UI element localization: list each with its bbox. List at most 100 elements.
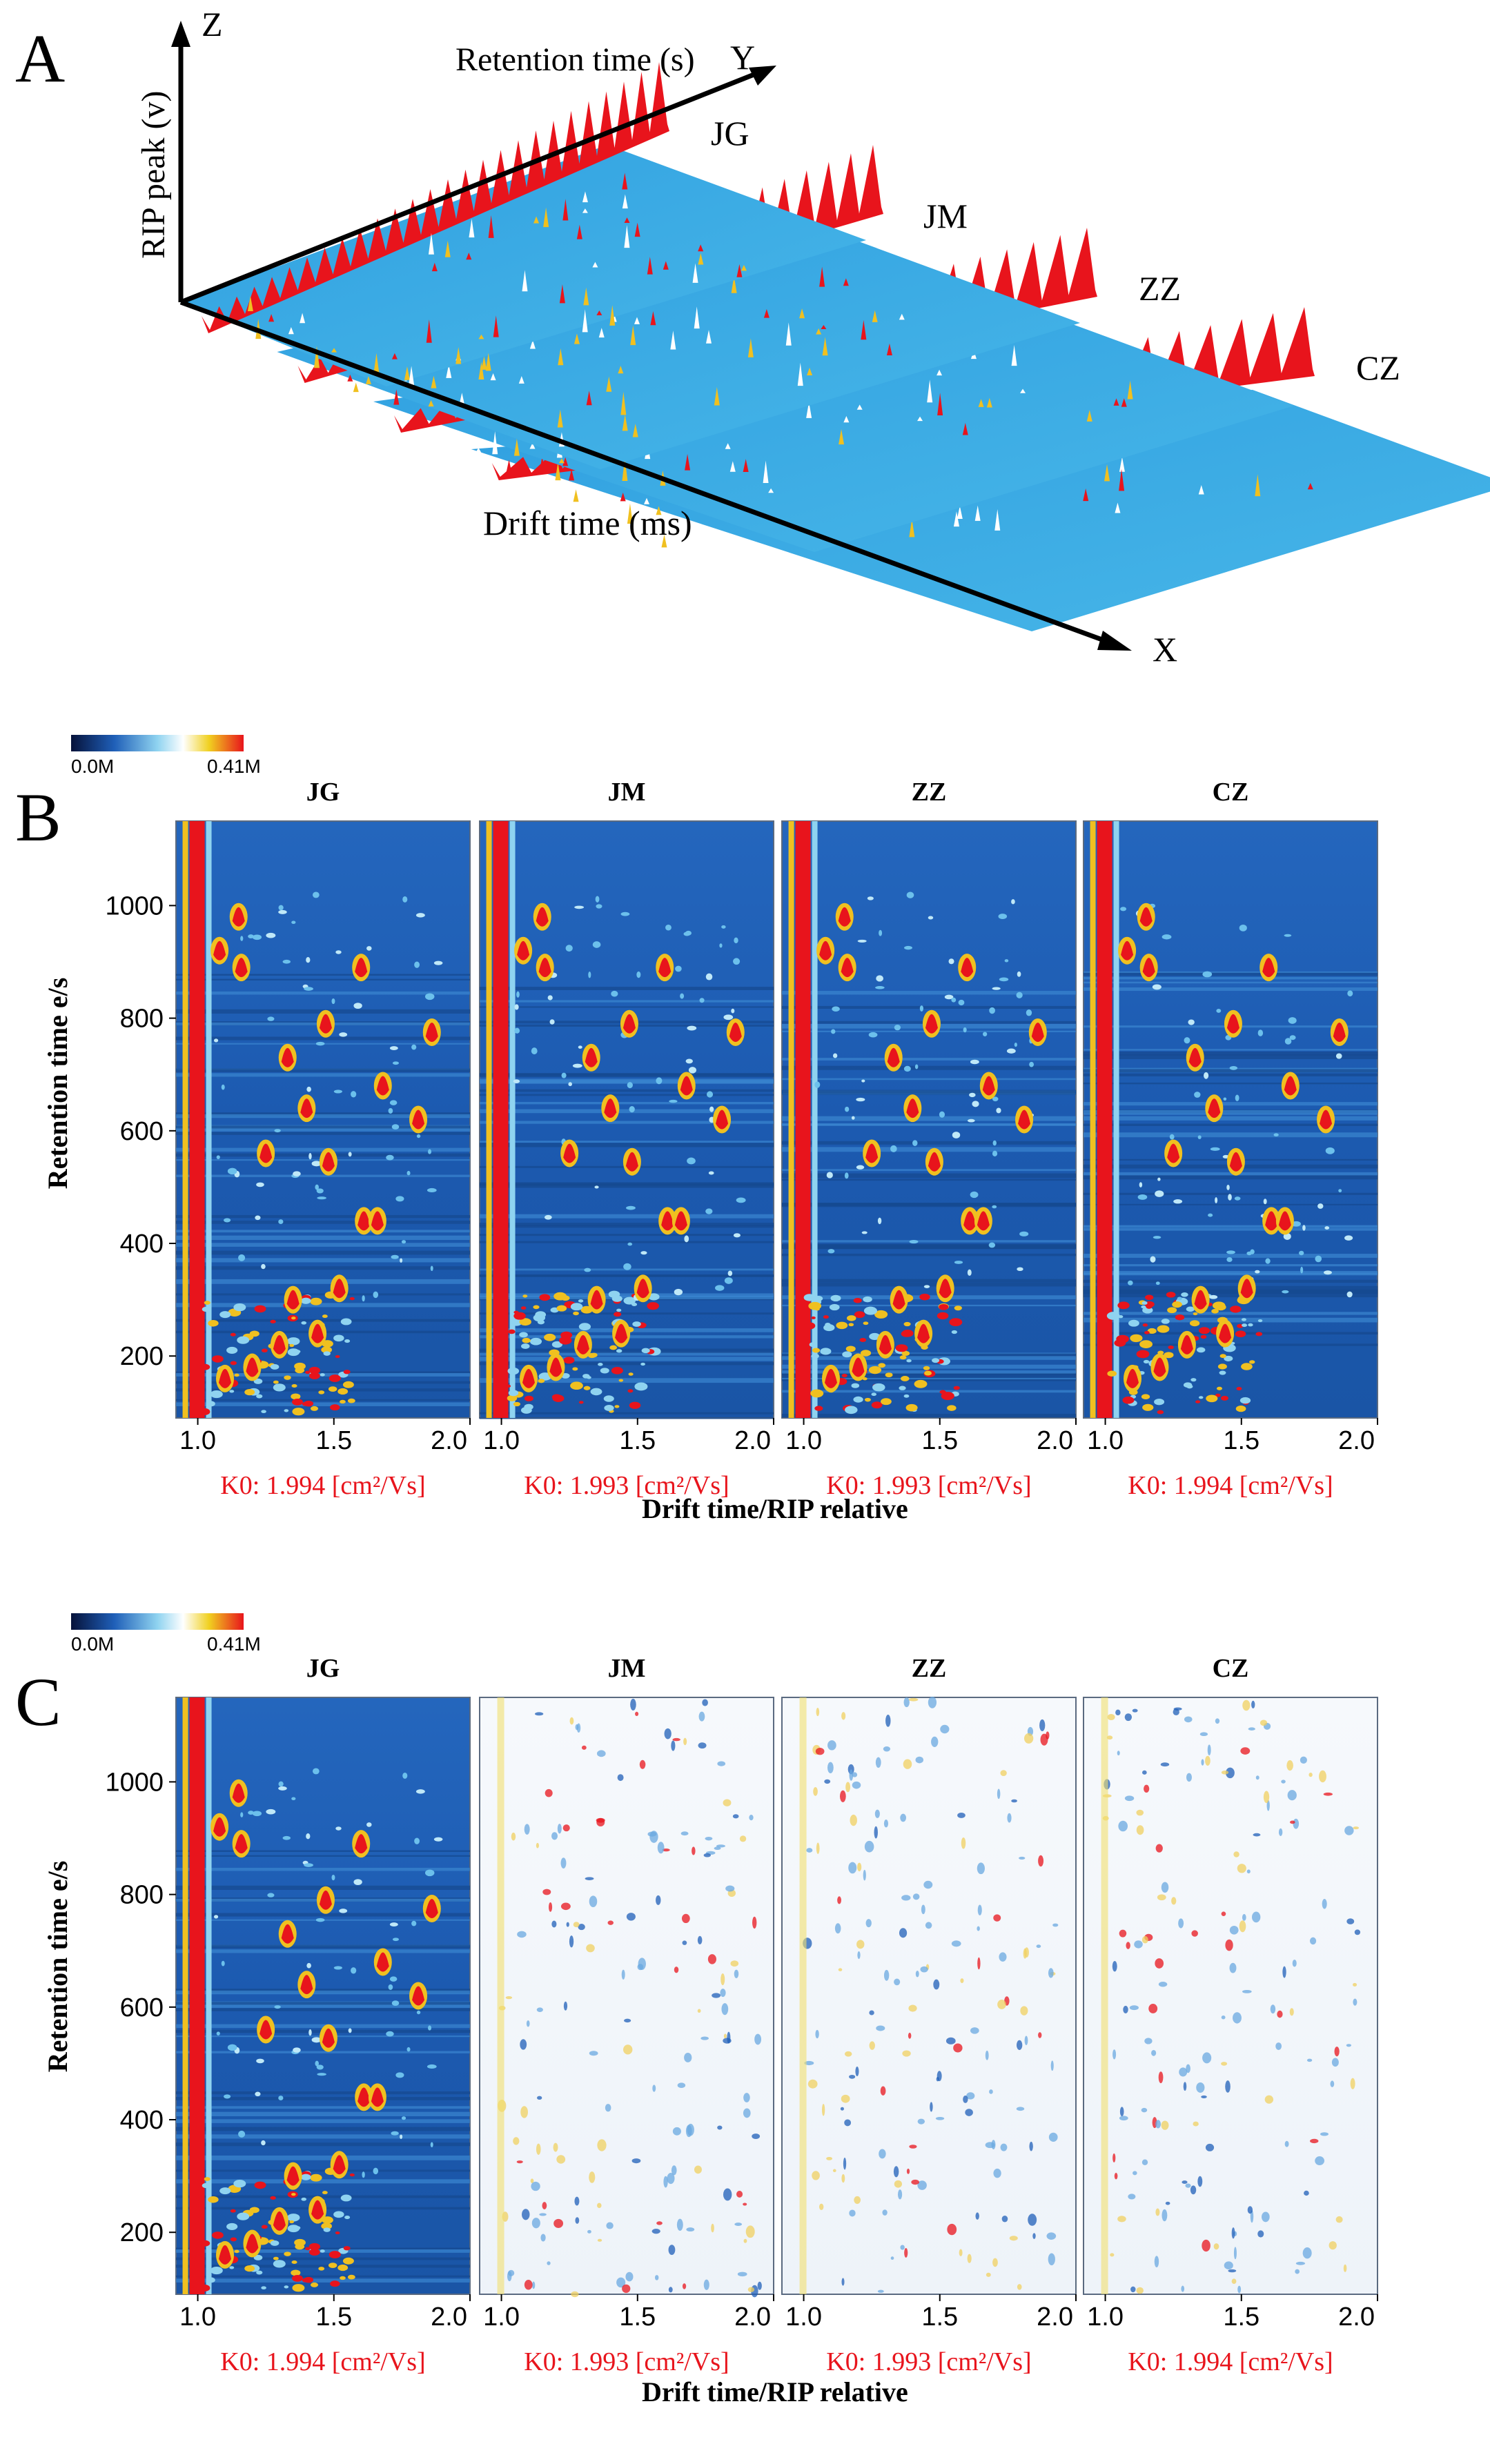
background-band: [782, 1179, 1076, 1181]
signal-spot: [278, 1786, 287, 1791]
signal-spot: [1239, 1397, 1251, 1404]
difference-spot: [630, 1698, 636, 1711]
background-band: [782, 1203, 1076, 1206]
background-band: [176, 974, 470, 976]
background-band: [782, 1413, 1076, 1418]
difference-spot: [893, 2166, 899, 2178]
signal-spot: [721, 925, 726, 929]
signal-spot: [293, 2047, 301, 2053]
colorbar-c: 0.0M 0.41M: [71, 1613, 261, 1655]
volatile-peak: [743, 459, 749, 473]
peak-marker: [273, 2211, 286, 2231]
signal-spot: [1291, 1221, 1302, 1227]
peak-marker: [259, 1143, 273, 1163]
signal-spot: [287, 2214, 300, 2222]
y-tick-label: 1000: [105, 891, 164, 920]
difference-spot: [933, 1979, 940, 1990]
difference-spot: [1215, 1718, 1220, 1724]
signal-spot: [1186, 1384, 1193, 1389]
difference-spot: [894, 1978, 901, 1986]
signal-spot: [603, 1395, 614, 1402]
signal-spot: [289, 2220, 295, 2224]
difference-spot: [697, 1935, 703, 1944]
difference-spot: [551, 1920, 557, 1928]
signal-spot: [731, 1008, 735, 1014]
background-band: [176, 2278, 470, 2283]
difference-spot: [547, 2261, 551, 2265]
difference-spot: [531, 2218, 540, 2229]
difference-spot: [520, 2106, 528, 2118]
difference-spot: [668, 2287, 673, 2293]
y-tick-label: 200: [120, 2218, 164, 2247]
signal-spot: [337, 2264, 349, 2271]
signal-spot: [1172, 1301, 1182, 1308]
signal-spot: [312, 891, 320, 898]
signal-spot: [928, 916, 934, 920]
signal-spot: [282, 959, 291, 964]
signal-spot: [291, 920, 296, 925]
signal-spot: [970, 1191, 979, 1199]
background-band: [1084, 1289, 1378, 1294]
panel-a-label: A: [15, 20, 65, 97]
volatile-peak: [1119, 457, 1125, 472]
difference-spot: [626, 1913, 636, 1921]
y-tick-label: 800: [120, 1005, 164, 1034]
volatile-peak: [391, 353, 398, 359]
difference-spot: [1247, 2206, 1253, 2214]
peak-marker: [1219, 1323, 1232, 1343]
difference-spot: [585, 1877, 594, 1880]
difference-spot: [1354, 1929, 1361, 1935]
difference-spot: [1289, 1820, 1295, 1824]
x-tick-label: 1.0: [179, 1426, 216, 1455]
difference-spot: [1119, 1929, 1127, 1938]
difference-spot: [1148, 2004, 1158, 2013]
background-band: [480, 1412, 774, 1415]
difference-spot: [936, 2077, 939, 2082]
sample-label-jg: JG: [711, 114, 749, 152]
difference-spot: [1154, 2256, 1159, 2268]
difference-spot: [1282, 1966, 1286, 1978]
difference-spot: [977, 1904, 982, 1915]
signal-spot: [1239, 925, 1247, 932]
volatile-peak: [622, 173, 628, 190]
signal-spot: [879, 929, 883, 936]
difference-spot: [587, 2229, 591, 2234]
volatile-peak: [962, 422, 968, 435]
difference-spot: [754, 2033, 762, 2045]
volatile-peak: [582, 309, 588, 333]
signal-spot: [1144, 1330, 1150, 1334]
signal-spot: [992, 1140, 997, 1146]
signal-spot: [544, 1333, 556, 1341]
signal-spot: [402, 1773, 408, 1779]
colorbar-b-max: 0.41M: [207, 756, 261, 777]
peak-marker: [425, 1899, 438, 1919]
signal-spot: [996, 1107, 1001, 1114]
facet-title: JM: [608, 778, 646, 807]
background-band: [176, 1250, 470, 1255]
difference-spot: [589, 1895, 598, 1908]
difference-spot: [1158, 1982, 1168, 1987]
difference-spot: [542, 1889, 551, 1895]
signal-spot: [705, 973, 713, 980]
signal-spot: [1228, 1194, 1232, 1201]
signal-spot: [570, 1303, 583, 1311]
difference-spot: [1161, 1882, 1169, 1893]
volatile-peak: [741, 264, 747, 271]
x-tick-label: 2.0: [734, 2303, 771, 2332]
background-band: [1084, 1054, 1378, 1060]
difference-spot: [966, 2092, 975, 2100]
difference-spot: [1266, 1800, 1270, 1811]
signal-spot: [1248, 1360, 1255, 1364]
peak-marker: [892, 1290, 905, 1310]
signal-spot: [204, 1301, 210, 1305]
volatile-peak: [694, 306, 700, 329]
peak-marker: [961, 958, 974, 978]
signal-spot: [310, 1406, 319, 1411]
signal-spot: [301, 1321, 307, 1325]
signal-spot: [306, 957, 311, 963]
peak-marker: [371, 1211, 384, 1231]
difference-spot: [1190, 2185, 1197, 2195]
difference-spot: [1253, 1833, 1261, 1837]
signal-spot: [1141, 1394, 1150, 1400]
signal-spot: [999, 977, 1009, 982]
